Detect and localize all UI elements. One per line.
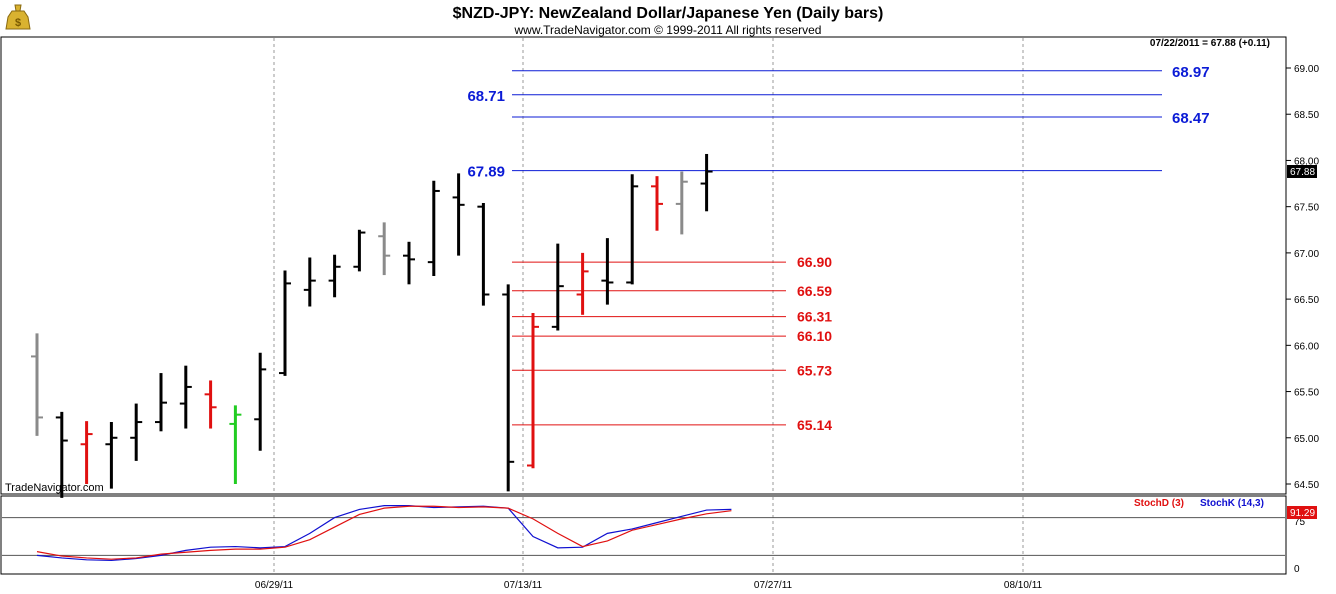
price-levels: 68.97 68.71 68.47 67.89 66.90 66.59 66.31 66.10…	[467, 64, 1209, 433]
red-level-label: 66.90	[797, 254, 832, 270]
ohlc-bar	[155, 373, 167, 432]
ohlc-bar	[527, 312, 539, 469]
stochastic-lines: 0 75	[2, 505, 1306, 575]
ohlc-bar	[130, 403, 143, 461]
ohlc-bar	[279, 270, 291, 376]
last-price-tag-bg	[1287, 165, 1317, 178]
date-tick-label: 07/13/11	[504, 580, 543, 591]
legend-stochd: StochD (3)	[1134, 498, 1184, 509]
ohlc-bar	[105, 422, 118, 489]
price-tick-label: 65.50	[1294, 388, 1319, 399]
red-level-label: 65.73	[797, 362, 832, 378]
price-bars	[31, 153, 713, 498]
ohlc-bar	[328, 254, 341, 298]
ohlc-bar	[254, 352, 267, 451]
stoch-value-tag-bg	[1287, 506, 1317, 519]
date-axis: 06/29/11 07/13/11 07/27/11 08/10/11	[255, 580, 1043, 591]
watermark: TradeNavigator.com	[5, 482, 104, 494]
ohlc-bar	[576, 252, 589, 315]
chart-subtitle: www.TradeNavigator.com © 1999-2011 All r…	[514, 23, 822, 37]
vertical-grid	[273, 38, 1024, 573]
info-line: 07/22/2011 = 67.88 (+0.11)	[1150, 38, 1270, 49]
date-tick-label: 06/29/11	[255, 580, 294, 591]
date-tick-label: 08/10/11	[1004, 580, 1043, 591]
blue-level-label: 68.47	[1172, 110, 1210, 127]
ohlc-bar	[675, 171, 688, 235]
price-tick-label: 66.00	[1294, 341, 1319, 352]
price-tick-label: 67.00	[1294, 249, 1319, 260]
ohlc-bar	[378, 222, 391, 276]
blue-level-label: 67.89	[467, 164, 505, 181]
ohlc-bar	[601, 238, 614, 305]
stoch-tick-label: 75	[1294, 517, 1306, 528]
ohlc-bar	[229, 405, 242, 484]
red-level-label: 66.10	[797, 328, 832, 344]
ohlc-bar	[303, 257, 316, 307]
price-tick-label: 64.50	[1294, 480, 1319, 491]
price-tick-label: 67.50	[1294, 203, 1319, 214]
ohlc-bar	[55, 411, 68, 498]
stoch-panel	[0, 495, 1287, 575]
stochk-line	[36, 505, 732, 562]
last-price-tag: 67.88	[1290, 167, 1315, 178]
ohlc-bar	[477, 202, 490, 306]
price-tick-label: 69.00	[1294, 64, 1319, 75]
ohlc-bar	[651, 176, 663, 231]
date-tick-label: 07/27/11	[754, 580, 793, 591]
ohlc-bar	[626, 174, 639, 285]
red-level-label: 65.14	[797, 417, 832, 433]
ohlc-bar	[179, 365, 192, 429]
red-level-label: 66.59	[797, 283, 832, 299]
ohlc-bar	[80, 421, 93, 484]
price-tick-label: 68.50	[1294, 110, 1319, 121]
chart-title: $NZD-JPY: NewZealand Dollar/Japanese Yen…	[453, 5, 884, 22]
stochd-line	[36, 505, 732, 560]
stoch-tick-label: 0	[1294, 564, 1300, 575]
ohlc-bar	[353, 229, 366, 272]
svg-text:$: $	[15, 17, 21, 29]
legend-stochk: StochK (14,3)	[1200, 498, 1264, 509]
ohlc-bar	[31, 333, 43, 436]
ohlc-bar	[502, 284, 515, 492]
price-tick-label: 68.00	[1294, 156, 1319, 167]
price-axis: 64.50 65.00 65.50 66.00 66.50 67.00 67.50 68.00…	[1286, 64, 1319, 491]
blue-level-label: 68.97	[1172, 64, 1210, 81]
ohlc-bar	[551, 243, 564, 331]
ohlc-bar	[452, 173, 465, 256]
price-tick-label: 66.50	[1294, 295, 1319, 306]
ohlc-bar	[700, 153, 713, 212]
dollar-bag-icon: $	[5, 4, 31, 30]
price-panel	[0, 36, 1287, 495]
blue-level-label: 68.71	[467, 88, 505, 105]
red-level-label: 66.31	[797, 309, 832, 325]
ohlc-bar	[204, 380, 217, 429]
ohlc-bar	[427, 180, 440, 276]
price-tick-label: 65.00	[1294, 434, 1319, 445]
stoch-value-tag: 91.29	[1290, 508, 1315, 519]
ohlc-bar	[403, 241, 415, 285]
